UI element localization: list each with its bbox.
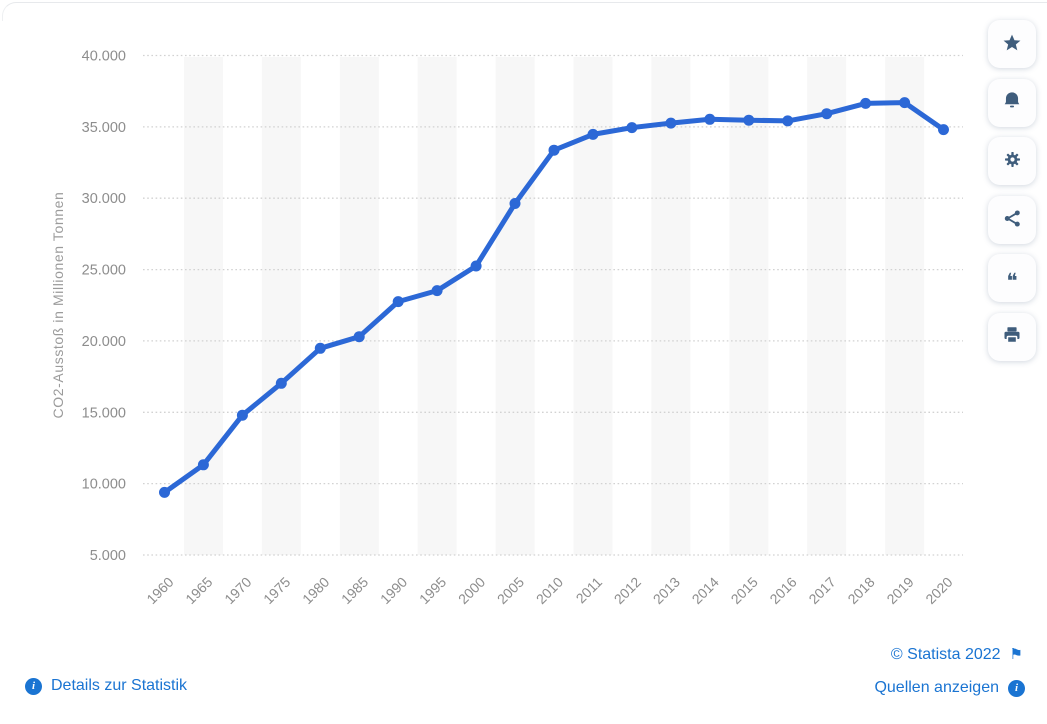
x-tick-label: 1970 — [221, 574, 254, 607]
plot-band — [495, 57, 535, 555]
details-link[interactable]: i Details zur Statistik — [25, 677, 187, 695]
x-tick-label: 2013 — [650, 574, 683, 607]
x-tick-label: 2016 — [766, 574, 799, 607]
plot-band — [651, 57, 691, 555]
copyright-link[interactable]: © Statista 2022 ⚑ — [890, 645, 1023, 664]
gear-icon — [1001, 148, 1024, 174]
y-tick-label: 30.000 — [82, 191, 126, 207]
plot-band — [339, 57, 379, 555]
quote-icon: ❝ — [1006, 268, 1018, 293]
x-tick-label: 2018 — [844, 574, 877, 607]
print-icon — [1001, 324, 1023, 349]
data-point-2017[interactable] — [821, 108, 833, 120]
data-point-1980[interactable] — [314, 342, 326, 354]
data-point-2011[interactable] — [587, 128, 599, 140]
y-tick-label: 10.000 — [82, 477, 126, 493]
data-point-2005[interactable] — [509, 198, 521, 209]
y-tick-label: 35.000 — [82, 120, 126, 136]
data-point-2016[interactable] — [782, 115, 794, 127]
y-tick-label: 20.000 — [82, 334, 126, 350]
plot-band — [885, 57, 925, 555]
x-tick-label: 2000 — [455, 574, 488, 607]
x-tick-label: 2014 — [689, 574, 722, 607]
settings-button[interactable] — [988, 137, 1036, 185]
x-tick-label: 2019 — [883, 574, 916, 607]
x-tick-label: 1980 — [299, 574, 332, 607]
info-icon: i — [1008, 679, 1025, 697]
data-point-1985[interactable] — [353, 331, 365, 343]
data-point-1970[interactable] — [236, 409, 248, 421]
x-tick-label: 2015 — [728, 574, 761, 607]
data-point-2012[interactable] — [626, 122, 638, 134]
plot-band — [184, 57, 223, 555]
y-tick-label: 5.000 — [90, 548, 126, 564]
x-tick-label: 1990 — [377, 574, 410, 607]
x-tick-label: 2011 — [573, 574, 606, 607]
y-tick-label: 15.000 — [82, 405, 126, 421]
data-point-2019[interactable] — [899, 97, 911, 109]
share-button[interactable] — [988, 195, 1036, 244]
data-point-2018[interactable] — [860, 97, 872, 109]
x-tick-label: 2010 — [533, 574, 566, 607]
plot-band — [729, 57, 769, 555]
data-point-1965[interactable] — [197, 459, 209, 471]
data-point-1990[interactable] — [392, 296, 404, 308]
notification-button[interactable] — [988, 78, 1036, 127]
bell-icon — [1001, 90, 1023, 115]
data-point-1995[interactable] — [431, 285, 443, 297]
plot-band — [417, 57, 457, 555]
flag-icon: ⚑ — [1009, 645, 1023, 663]
x-tick-label: 2017 — [805, 574, 838, 607]
x-tick-label: 2012 — [611, 574, 644, 607]
x-tick-label: 1975 — [260, 574, 293, 607]
x-tick-label: 1995 — [416, 574, 449, 607]
data-point-1960[interactable] — [159, 486, 170, 498]
share-icon — [1002, 208, 1023, 232]
y-tick-label: 40.000 — [82, 49, 126, 65]
chart-area: 5.000 10.000 15.000 20.000 25.000 30.000 35.00… — [50, 49, 963, 607]
favorite-button[interactable] — [988, 20, 1036, 68]
copyright-label: © Statista 2022 — [890, 646, 1001, 663]
x-tick-label: 1965 — [182, 574, 215, 607]
data-point-2000[interactable] — [470, 260, 482, 272]
chart-toolbar: ❝ — [988, 20, 1036, 361]
data-point-2010[interactable] — [548, 144, 560, 156]
co2-line-chart: 5.000 10.000 15.000 20.000 25.000 30.000 35.00… — [50, 49, 963, 607]
y-tick-label: 25.000 — [82, 263, 126, 279]
data-point-2015[interactable] — [743, 114, 755, 126]
plot-band — [807, 57, 847, 555]
sources-link[interactable]: Quellen anzeigen i — [874, 679, 1025, 697]
details-link-label: Details zur Statistik — [51, 677, 188, 694]
plot-band — [261, 57, 301, 555]
data-point-1975[interactable] — [275, 377, 287, 389]
x-tick-label: 2020 — [922, 574, 955, 607]
x-tick-label: 1985 — [338, 574, 371, 607]
info-icon: i — [25, 677, 42, 695]
y-axis-title: CO2-Ausstoß in Millionen Tonnen — [50, 192, 66, 419]
data-point-2020[interactable] — [938, 124, 949, 136]
x-tick-label: 1960 — [143, 574, 176, 607]
cite-button[interactable]: ❝ — [988, 254, 1036, 302]
x-tick-label: 2005 — [494, 574, 527, 607]
sources-link-label: Quellen anzeigen — [874, 679, 999, 696]
data-point-2013[interactable] — [665, 117, 677, 129]
star-icon — [1001, 32, 1023, 57]
data-point-2014[interactable] — [704, 113, 716, 125]
print-button[interactable] — [988, 312, 1036, 361]
